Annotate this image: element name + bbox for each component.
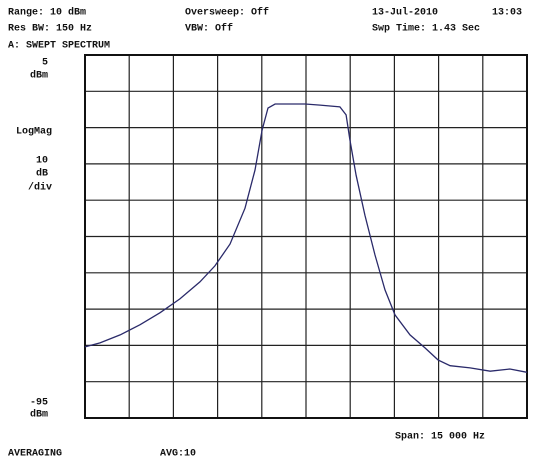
trace	[84, 103, 528, 373]
plot-frame	[84, 54, 528, 419]
footer-mid: AVG:10	[160, 449, 196, 460]
y-unit: dBm	[30, 70, 48, 82]
y-scale: dB	[36, 168, 48, 180]
y-scale: 10	[36, 156, 48, 167]
header-sweep-time: Swp Time: 1.43 Sec	[372, 23, 480, 35]
y-unit: dBm	[30, 409, 48, 421]
y-tick-label: 5	[42, 58, 48, 69]
header-time: 13:03	[492, 8, 522, 19]
footer-left: AVERAGING	[8, 449, 62, 460]
y-mode: LogMag	[16, 127, 52, 138]
header-res-bw: Res BW: 150 Hz	[8, 24, 92, 35]
header-range: Range: 10 dBm	[8, 7, 86, 19]
y-tick-label: -95	[30, 398, 48, 409]
y-scale: /div	[28, 182, 52, 194]
header-oversweep: Oversweep: Off	[185, 7, 269, 19]
span-label: Span: 15 000 Hz	[395, 432, 485, 443]
chart-title: A: SWEPT SPECTRUM	[8, 41, 110, 52]
header-date: 13-Jul-2010	[372, 7, 438, 19]
header-vbw: VBW: Off	[185, 23, 233, 35]
